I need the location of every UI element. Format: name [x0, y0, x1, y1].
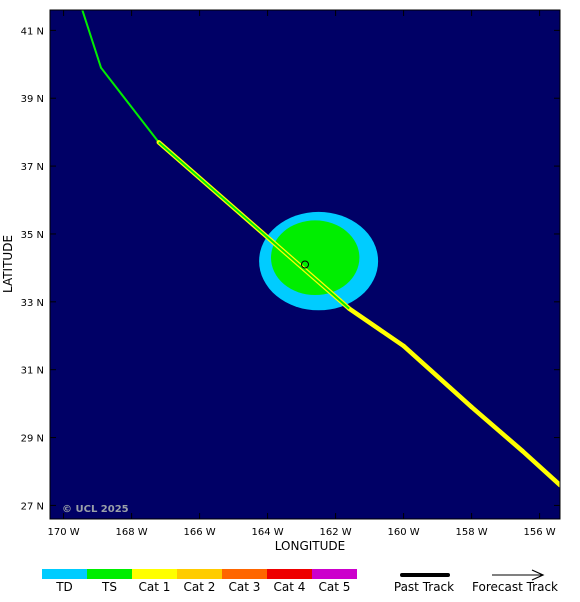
- legend-label-cat-4: Cat 4: [274, 580, 306, 594]
- x-tick-label: 170 W: [48, 527, 80, 538]
- legend-label-cat-5: Cat 5: [319, 580, 351, 594]
- x-tick-label: 156 W: [524, 527, 556, 538]
- track-segment: [469, 404, 525, 454]
- plot-frame: [49, 9, 561, 520]
- x-tick-label: 162 W: [320, 527, 352, 538]
- track-segment: [81, 10, 102, 69]
- y-tick-label: 41 N: [21, 26, 44, 37]
- axes: 170 W 168 W 166 W 164 W 162 W 160 W 158 W 156 W…: [21, 9, 561, 538]
- y-tick-label: 35 N: [21, 230, 44, 241]
- legend-swatch-cat-5: [312, 569, 357, 579]
- legend-swatch-cat-3: [222, 569, 267, 579]
- legend: TD TS Cat 1 Cat 2 Cat 3 Cat 4 Cat 5 Past Track F…: [42, 569, 558, 594]
- y-tick-label: 29 N: [21, 434, 44, 445]
- legend-swatch-cat-4: [267, 569, 312, 579]
- y-tick-label: 37 N: [21, 162, 44, 173]
- legend-swatch-cat-2: [177, 569, 222, 579]
- x-tick-label: 166 W: [184, 527, 216, 538]
- legend-swatch-td: [42, 569, 87, 579]
- wind-field-ts: [271, 220, 360, 296]
- track-segment: [158, 141, 350, 310]
- y-tick-label: 33 N: [21, 298, 44, 309]
- plot-area: © UCL 2025: [50, 10, 560, 519]
- legend-swatch-ts: [87, 569, 132, 579]
- x-tick-label: 158 W: [456, 527, 488, 538]
- y-tick-label: 39 N: [21, 94, 44, 105]
- track-segment: [100, 66, 160, 144]
- track-segment: [346, 306, 406, 349]
- past-track-label: Past Track: [394, 580, 454, 594]
- plot-content: © UCL 2025: [62, 10, 560, 515]
- forecast-track-arrowhead: [531, 569, 545, 581]
- legend-label-ts: TS: [101, 580, 117, 594]
- legend-label-cat-3: Cat 3: [229, 580, 261, 594]
- track-segment: [401, 343, 474, 410]
- x-tick-label: 164 W: [252, 527, 284, 538]
- copyright-label: © UCL 2025: [62, 504, 129, 515]
- legend-swatch-cat-1: [132, 569, 177, 579]
- x-tick-label: 168 W: [116, 527, 148, 538]
- y-tick-label: 31 N: [21, 366, 44, 377]
- x-axis-title: LONGITUDE: [275, 539, 345, 553]
- y-tick-label: 27 N: [21, 501, 44, 512]
- legend-label-td: TD: [55, 580, 73, 594]
- legend-label-cat-1: Cat 1: [139, 580, 171, 594]
- forecast-track-label: Forecast Track: [472, 580, 558, 594]
- legend-label-cat-2: Cat 2: [184, 580, 216, 594]
- track-segment: [520, 448, 560, 488]
- storm-center-marker: [301, 260, 309, 269]
- y-axis-title: LATITUDE: [1, 235, 15, 293]
- x-tick-label: 160 W: [388, 527, 420, 538]
